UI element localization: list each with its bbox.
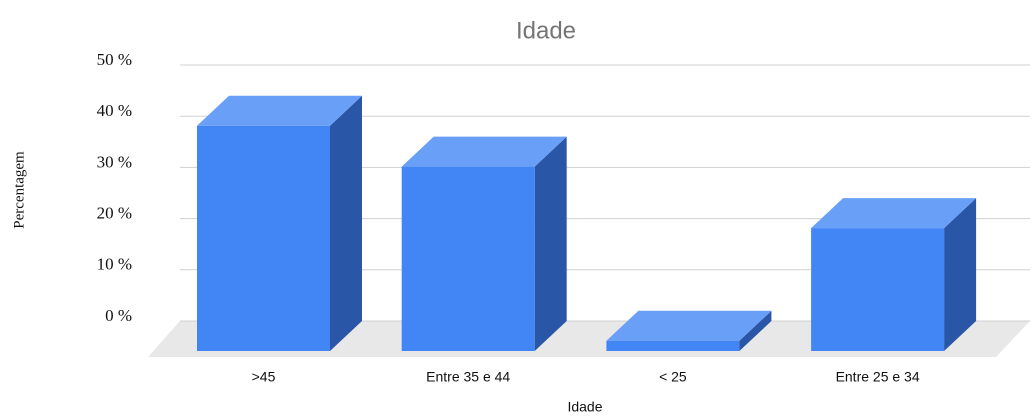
- bar-front: [197, 125, 330, 351]
- y-tick-label: 50 %: [97, 50, 132, 69]
- bar-side: [534, 136, 567, 351]
- bar: [811, 198, 977, 351]
- x-tick-label: Entre 35 e 44: [426, 369, 510, 385]
- bar-top: [811, 198, 977, 229]
- x-axis-title: Idade: [567, 399, 602, 415]
- bar: [197, 95, 362, 351]
- bar-top: [197, 95, 362, 126]
- bar-front: [811, 228, 945, 351]
- x-tick-label: >45: [252, 369, 276, 385]
- bar-side: [944, 198, 977, 351]
- x-tick-label: Entre 25 e 34: [836, 369, 920, 385]
- y-tick-label: 10 %: [97, 255, 132, 274]
- chart-title: Idade: [516, 17, 576, 44]
- bar-front: [401, 166, 535, 351]
- bar: [606, 310, 772, 351]
- bar: [401, 136, 567, 351]
- bar-side: [739, 310, 772, 351]
- y-axis-title: Percentagem: [11, 151, 27, 229]
- bar-top: [606, 310, 772, 341]
- floor: [148, 321, 1030, 357]
- y-tick-label: 40 %: [97, 101, 132, 120]
- x-tick-label: < 25: [659, 369, 687, 385]
- bar-front: [606, 340, 740, 351]
- bar-top: [401, 136, 567, 167]
- y-tick-label: 30 %: [97, 152, 132, 171]
- y-tick-label: 0 %: [105, 306, 132, 325]
- y-tick-label: 20 %: [97, 204, 132, 223]
- bar-side: [330, 95, 362, 351]
